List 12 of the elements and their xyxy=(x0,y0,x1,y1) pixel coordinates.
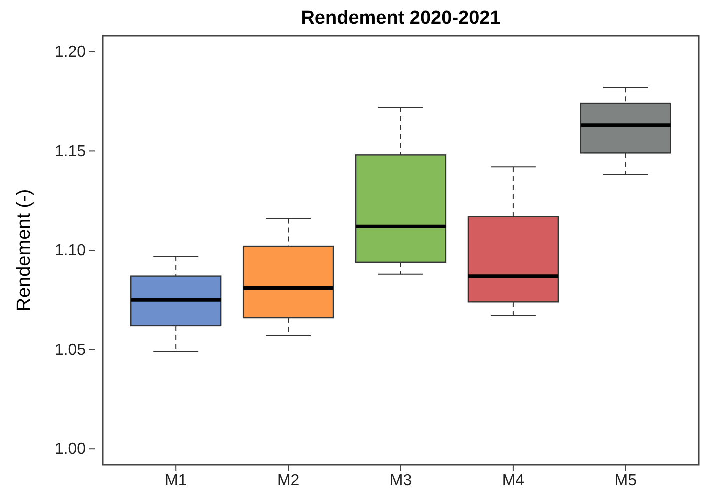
x-tick-label: M4 xyxy=(502,472,525,490)
chart-title: Rendement 2020-2021 xyxy=(301,8,502,29)
y-tick-label: 1.10 xyxy=(54,242,86,260)
x-tick-label: M2 xyxy=(277,472,300,490)
x-tick-label: M5 xyxy=(614,472,638,490)
y-tick-label: 1.20 xyxy=(54,44,86,62)
x-tick-label: M3 xyxy=(390,472,412,490)
y-tick-label: 1.05 xyxy=(54,342,86,359)
x-tick-label: M1 xyxy=(164,472,188,490)
y-tick-label: 1.00 xyxy=(54,441,86,458)
y-tick-label: 1.15 xyxy=(54,143,86,160)
y-axis-title: Rendement (-) xyxy=(14,189,35,312)
